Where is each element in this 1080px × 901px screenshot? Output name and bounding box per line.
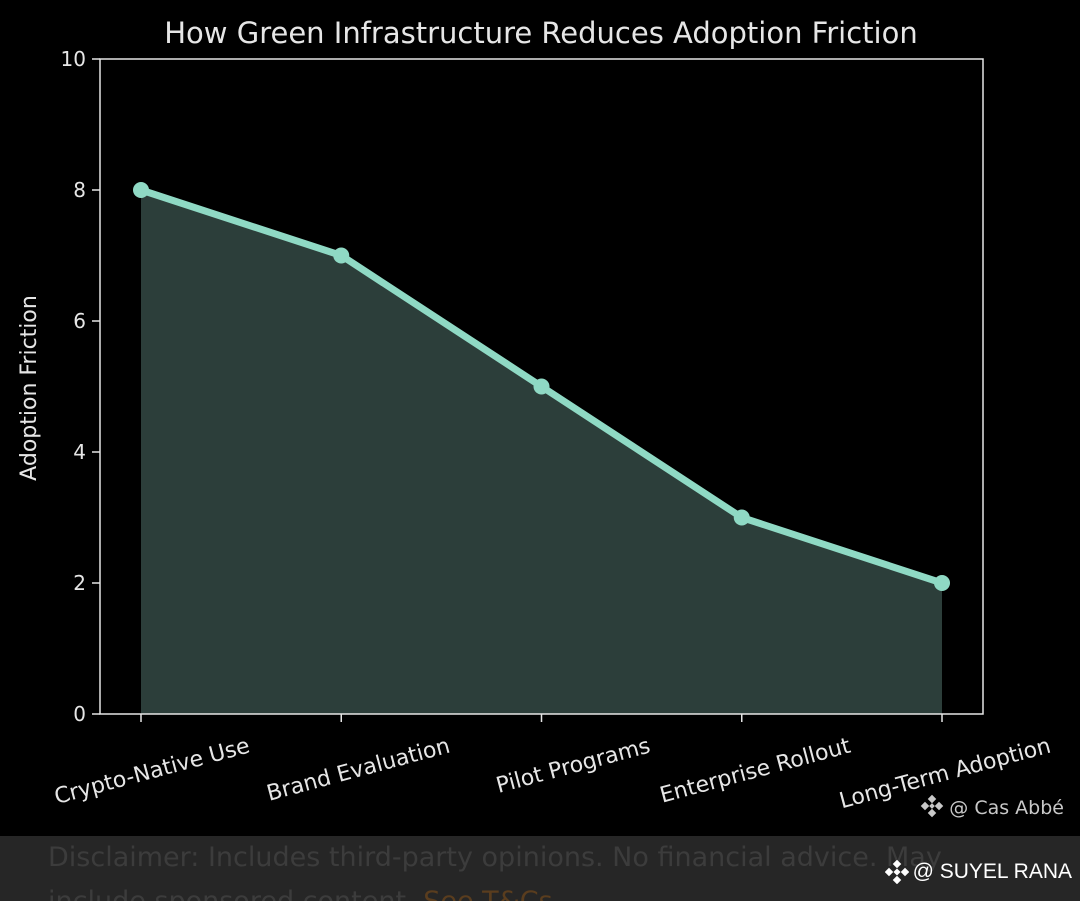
- data-point: [533, 378, 550, 395]
- data-point: [333, 247, 350, 264]
- area-fill: [141, 190, 942, 714]
- data-point: [133, 182, 149, 198]
- x-tick-label: Enterprise Rollout: [657, 734, 853, 809]
- y-tick-label: 4: [73, 440, 86, 464]
- chart-title: How Green Infrastructure Reduces Adoptio…: [164, 16, 917, 50]
- y-tick-label: 8: [73, 178, 86, 202]
- y-tick-label: 6: [73, 309, 86, 333]
- binance-watermark-icon: [920, 794, 944, 818]
- plot-frame: [99, 58, 984, 715]
- disclaimer: Disclaimer: Includes third-party opinion…: [48, 836, 1038, 901]
- x-tick-label: Brand Evaluation: [264, 734, 453, 807]
- x-tick-label: Pilot Programs: [494, 734, 653, 799]
- y-axis-label: Adoption Friction: [17, 295, 42, 481]
- terms-link[interactable]: See T&Cs: [423, 886, 552, 901]
- footer-bar: Disclaimer: Includes third-party opinion…: [0, 836, 1080, 901]
- y-tick-label: 10: [61, 47, 86, 71]
- y-tick-label: 2: [73, 571, 86, 595]
- data-point: [733, 509, 750, 526]
- watermark-text: @ Cas Abbé: [949, 797, 1064, 819]
- data-point: [934, 575, 950, 591]
- author-name: @ SUYEL RANA: [912, 860, 1072, 883]
- chart: How Green Infrastructure Reduces Adoptio…: [17, 16, 1064, 819]
- y-tick-label: 0: [73, 702, 86, 726]
- disclaimer-text: Disclaimer: Includes third-party opinion…: [48, 842, 942, 901]
- x-tick-label: Crypto-Native Use: [52, 734, 253, 810]
- author-credit[interactable]: @ SUYEL RANA: [884, 860, 1072, 884]
- binance-diamond-icon: [884, 860, 909, 884]
